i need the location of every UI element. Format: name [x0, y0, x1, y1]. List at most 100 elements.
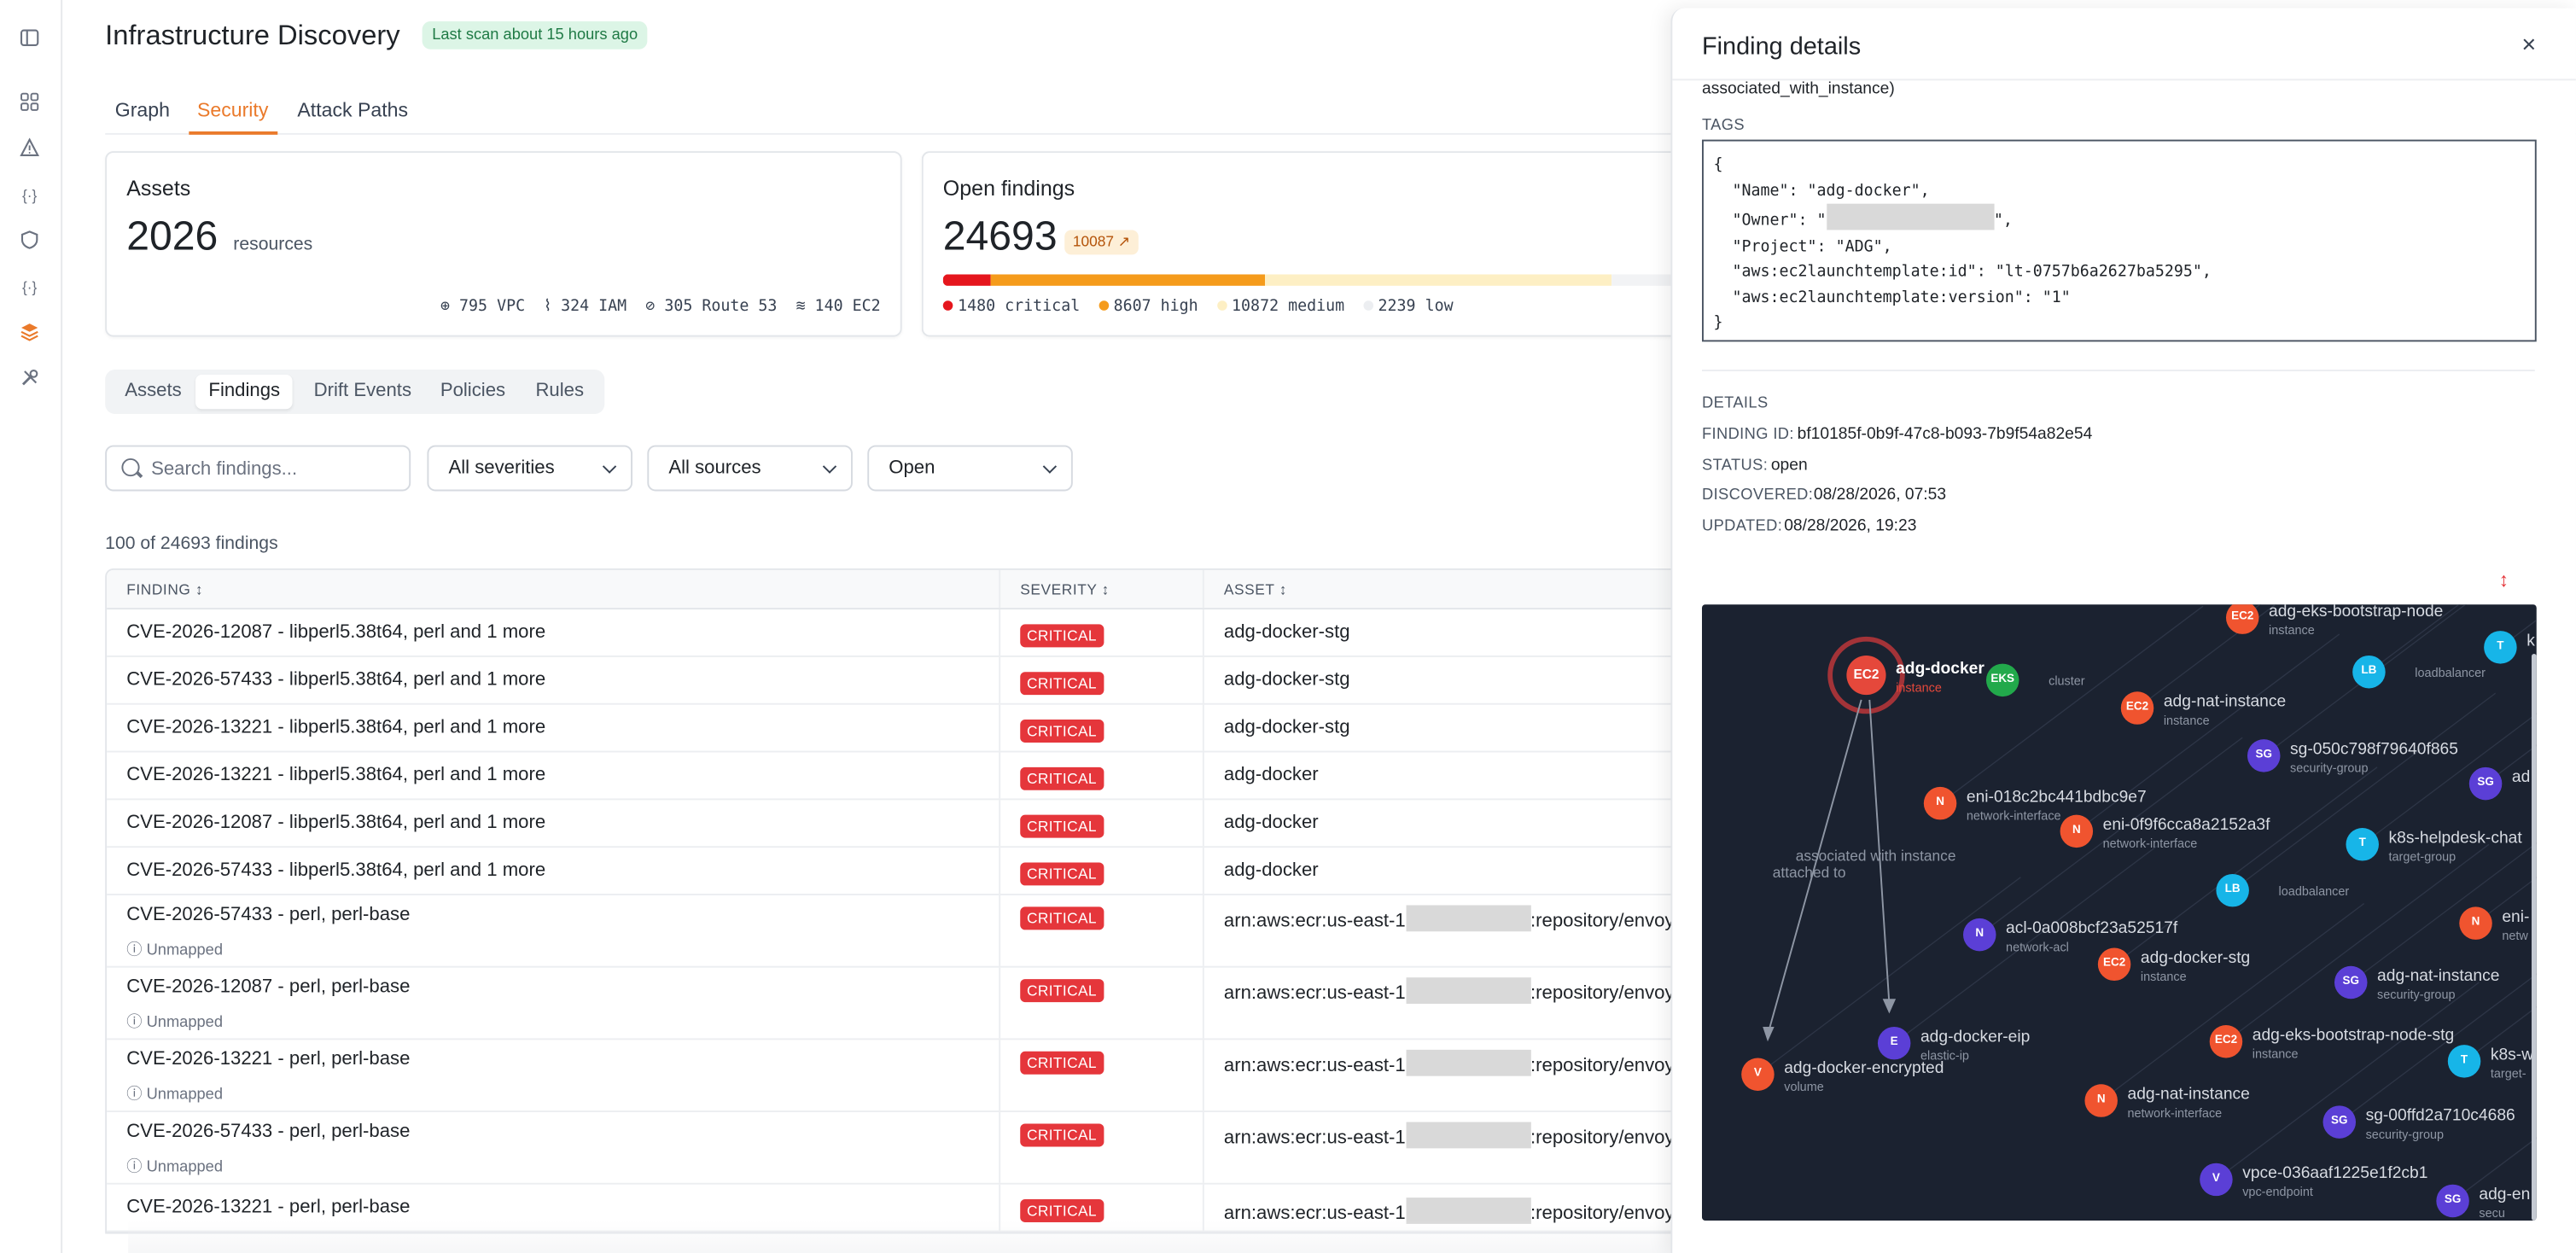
graph-node-label: adg-en: [2479, 1186, 2531, 1204]
asset-name[interactable]: adg-docker-stg: [1223, 670, 1350, 691]
asset-name[interactable]: adg-docker: [1223, 860, 1319, 881]
table-row[interactable]: CVE-2026-57433 - perl, perl-base ⓘ Unmapp…: [107, 1112, 1746, 1185]
graph-node-label: k8s-helpdesk-chat: [2388, 829, 2522, 848]
graph-node[interactable]: N: [2459, 906, 2492, 940]
graph-node[interactable]: N: [1963, 918, 1996, 952]
graph-node-type: volume: [1784, 1079, 1824, 1094]
asset-arn[interactable]: arn:aws:ecr:us-east-1:repository/envoy: [1224, 977, 1675, 1004]
table-row[interactable]: CVE-2026-13221 - libperl5.38t64, perl an…: [107, 704, 1746, 753]
table-row[interactable]: CVE-2026-13221 - libperl5.38t64, perl an…: [107, 752, 1746, 801]
layers-icon[interactable]: [18, 322, 41, 345]
redacted-owner: [1826, 203, 1994, 230]
close-icon[interactable]: ×: [2521, 31, 2537, 60]
graph-node-label: adg-eks-bootstrap-node-stg: [2252, 1026, 2455, 1046]
sort-icon: ↕: [195, 581, 204, 598]
subtab-drift-events[interactable]: Drift Events: [313, 381, 412, 401]
graph-node[interactable]: SG: [2247, 739, 2281, 772]
graph-node-label: k: [2526, 632, 2535, 651]
status-select[interactable]: Open: [867, 445, 1073, 492]
table-row[interactable]: CVE-2026-12087 - perl, perl-base ⓘ Unmapp…: [107, 967, 1746, 1040]
severity-badge: CRITICAL: [1020, 766, 1104, 790]
shield-icon[interactable]: [18, 230, 41, 253]
graph-node[interactable]: N: [2060, 814, 2094, 848]
severity-select[interactable]: All severities: [427, 445, 633, 492]
graph-node[interactable]: EC2: [1846, 655, 1886, 696]
graph-node[interactable]: N: [1923, 786, 1957, 820]
graph-node[interactable]: SG: [2468, 766, 2503, 801]
graph-node[interactable]: EKS: [1985, 663, 2019, 697]
tabs-divider: [105, 132, 2576, 135]
table-row[interactable]: CVE-2026-12087 - libperl5.38t64, perl an…: [107, 800, 1746, 848]
table-row[interactable]: CVE-2026-57433 - perl, perl-base ⓘ Unmapp…: [107, 895, 1746, 968]
table-row[interactable]: CVE-2026-57433 - libperl5.38t64, perl an…: [107, 656, 1746, 705]
assets-card: Assets 2026 resources ⊕ 795 VPC ⌇ 324 IA…: [105, 151, 902, 337]
search-box: [105, 445, 411, 492]
route-icon: ⊘: [645, 297, 656, 316]
tags-label: TAGS: [1701, 116, 1745, 135]
edge-label: attached to: [1772, 864, 1846, 881]
graph-node[interactable]: EC2: [2225, 604, 2259, 634]
asset-arn[interactable]: arn:aws:ecr:us-east-1:repository/envoy: [1224, 1198, 1675, 1224]
table-row[interactable]: CVE-2026-12087 - libperl5.38t64, perl an…: [107, 609, 1746, 657]
tools-icon[interactable]: [18, 368, 41, 391]
table-row[interactable]: CVE-2026-57433 - libperl5.38t64, perl an…: [107, 848, 1746, 895]
grid-icon[interactable]: [18, 92, 41, 115]
tab-attack-paths[interactable]: Attack Paths: [297, 98, 409, 122]
graph-node[interactable]: T: [2346, 828, 2379, 861]
resize-icon[interactable]: ↕: [2498, 568, 2509, 592]
graph-node[interactable]: N: [2084, 1084, 2118, 1117]
graph-node[interactable]: V: [2200, 1163, 2233, 1197]
severity-badge: CRITICAL: [1020, 906, 1104, 930]
graph-node-label: sg-00ffd2a710c4686: [2365, 1107, 2515, 1126]
graph-node[interactable]: T: [2484, 631, 2517, 664]
asset-name[interactable]: adg-docker-stg: [1223, 718, 1350, 738]
graph-edges: [1757, 604, 2537, 1202]
asset-name[interactable]: adg-docker: [1223, 765, 1319, 786]
graph-node-label: adg-docker-stg: [2140, 949, 2251, 968]
graph-node[interactable]: SG: [2322, 1105, 2357, 1139]
alert-icon[interactable]: [18, 137, 41, 161]
graph-node-label: ad: [2511, 768, 2531, 787]
code-icon[interactable]: {·}: [21, 279, 38, 296]
relationship-text: associated_with_instance): [1701, 80, 1895, 99]
sidebar-toggle-icon[interactable]: [18, 28, 41, 51]
source-select-value: All sources: [668, 457, 761, 479]
graph-node[interactable]: SG: [2436, 1184, 2469, 1218]
asset-arn[interactable]: arn:aws:ecr:us-east-1:repository/envoy: [1224, 1122, 1675, 1149]
graph-node[interactable]: E: [1877, 1026, 1911, 1060]
graph-node[interactable]: EC2: [2209, 1025, 2243, 1058]
asset-graph[interactable]: associated with instance attached to EC2 ad…: [1701, 604, 2537, 1221]
asset-name[interactable]: adg-docker: [1223, 813, 1319, 833]
subtab-policies[interactable]: Policies: [440, 381, 506, 401]
graph-node[interactable]: T: [2447, 1045, 2481, 1078]
subtab-findings[interactable]: Findings: [195, 374, 294, 410]
graph-node[interactable]: LB: [2352, 655, 2386, 689]
col-severity-header[interactable]: SEVERITY ↕: [1020, 581, 1110, 598]
graph-node-type: network-interface: [1966, 807, 2061, 824]
search-input[interactable]: [151, 455, 398, 483]
asset-arn[interactable]: arn:aws:ecr:us-east-1:repository/envoy: [1224, 1049, 1675, 1076]
col-asset-header[interactable]: ASSET ↕: [1223, 581, 1287, 598]
subtab-rules[interactable]: Rules: [535, 381, 585, 401]
graph-node[interactable]: EC2: [2120, 691, 2154, 725]
graph-node-type: elastic-ip: [1920, 1047, 1969, 1064]
graph-node[interactable]: LB: [2216, 873, 2249, 907]
graph-node[interactable]: V: [1741, 1058, 1775, 1092]
tags-json-box[interactable]: { "Name": "adg-docker", "Owner": " ", "Pr…: [1701, 139, 2537, 342]
subtab-assets[interactable]: Assets: [125, 381, 182, 401]
asset-name[interactable]: adg-docker-stg: [1223, 622, 1350, 643]
tab-security[interactable]: Security: [196, 98, 269, 122]
asset-arn[interactable]: arn:aws:ecr:us-east-1:repository/envoy: [1224, 905, 1675, 932]
col-finding-header[interactable]: FINDING ↕: [126, 581, 204, 598]
graph-node-type: instance: [2269, 622, 2315, 638]
graph-scrollbar[interactable]: [2531, 654, 2537, 1221]
graph-node[interactable]: SG: [2334, 965, 2368, 999]
graph-node[interactable]: EC2: [2097, 947, 2131, 982]
tab-graph[interactable]: Graph: [114, 98, 170, 122]
graph-node-label: adg-docker-eip: [1920, 1028, 2031, 1047]
source-select[interactable]: All sources: [647, 445, 853, 492]
table-row[interactable]: CVE-2026-13221 - perl, perl-base ⓘ Unmapp…: [107, 1040, 1746, 1113]
severity-legend: 1480 critical 8607 high 10872 medium 223…: [942, 297, 1454, 316]
code-icon[interactable]: {·}: [21, 187, 38, 204]
